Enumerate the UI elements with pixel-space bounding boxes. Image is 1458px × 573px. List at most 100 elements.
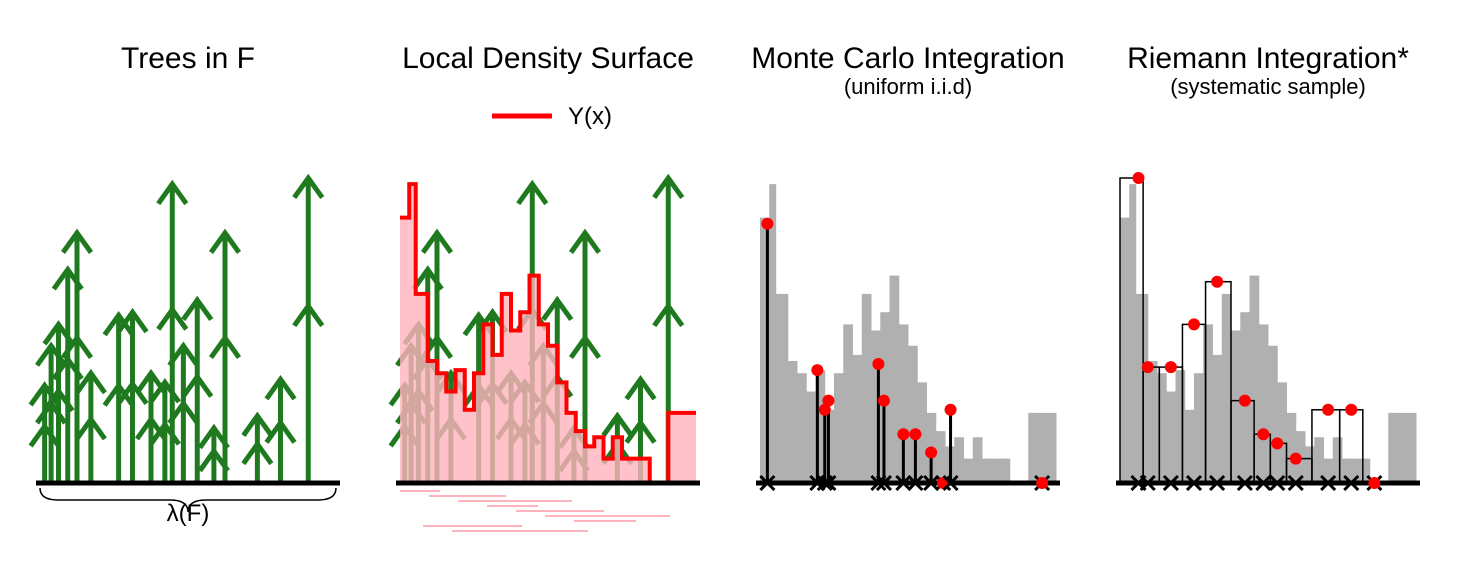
sample-point [761, 217, 774, 230]
histogram-bar [843, 324, 853, 483]
sample-point [1271, 437, 1284, 450]
sample-point [1368, 477, 1381, 489]
histogram-bar [797, 373, 807, 483]
panel-title-density: Local Density Surface [402, 42, 694, 75]
sample-point [822, 394, 835, 407]
sample-point [811, 364, 824, 377]
sample-cross-marker [1287, 474, 1304, 492]
tree-chevron [601, 411, 634, 437]
tree [167, 341, 200, 483]
histogram-bar [1258, 324, 1269, 483]
histogram-bar [1397, 412, 1417, 483]
sample-cross-marker [1320, 474, 1337, 492]
lambda-brace [39, 487, 337, 513]
tree-chevron [292, 301, 325, 328]
histogram-bar [1037, 412, 1057, 483]
sample-point [1164, 361, 1177, 374]
tree-chevron [652, 301, 685, 328]
sample-point [925, 446, 938, 459]
tree-chevron [241, 411, 274, 437]
histogram-bar [1388, 412, 1398, 483]
sample-cross-marker [816, 474, 833, 492]
tree-chevron [292, 173, 325, 200]
sample-cross-marker [870, 474, 887, 492]
tree-chevron [208, 333, 242, 359]
histogram-bar [1000, 458, 1011, 483]
histogram-bar [1166, 391, 1176, 483]
sample-point [1257, 428, 1270, 441]
tree-chevron [264, 374, 297, 401]
brace-label: λ(F) [167, 500, 210, 527]
tree-chevron [568, 333, 602, 359]
panel-title-monte-carlo: Monte Carlo Integration [751, 42, 1065, 75]
histogram-bar [1277, 382, 1287, 483]
histogram-bar [917, 382, 927, 483]
tree-chevron [181, 295, 214, 322]
sample-point [1132, 172, 1145, 184]
sample-cross-marker [1236, 474, 1253, 492]
histogram-bar [779, 293, 789, 483]
sample-point [1211, 275, 1224, 288]
histogram-bar [769, 184, 777, 483]
histogram-bar [963, 458, 974, 483]
tree-chevron [116, 379, 149, 405]
sample-point [1289, 452, 1302, 465]
tree [241, 411, 274, 483]
histogram-bar [871, 330, 881, 483]
sample-cross-marker [1139, 474, 1156, 492]
tree-chevron [74, 368, 107, 395]
histogram-bar [1221, 293, 1232, 483]
tree [156, 179, 189, 483]
tree-chevron [102, 310, 135, 337]
tree [60, 228, 94, 483]
tree-chevron [241, 439, 274, 466]
histogram-bar [1249, 275, 1260, 483]
tree-chevron [167, 341, 200, 367]
tree-chevron [624, 418, 657, 444]
sample-cross-marker [923, 474, 940, 492]
tree-chevron [264, 418, 297, 444]
histogram-bar [1351, 458, 1361, 483]
sample-cross-marker [942, 474, 959, 492]
tree [181, 295, 214, 483]
sample-cross-marker [820, 474, 837, 492]
tree-chevron [167, 399, 200, 425]
sample-point [1238, 394, 1251, 407]
sample-point [897, 428, 910, 441]
histogram-bar [1342, 458, 1352, 483]
histogram-bar [1231, 330, 1241, 483]
histogram-bar [1286, 412, 1297, 483]
sample-cross-marker [759, 474, 776, 492]
sample-cross-marker [1185, 474, 1203, 492]
histogram-bar [1323, 458, 1334, 483]
histogram-bar [1332, 437, 1343, 483]
histogram-bar [898, 324, 909, 483]
sample-point [909, 428, 922, 441]
histogram-bar [1314, 437, 1324, 483]
tree-chevron [156, 179, 189, 206]
tree-chevron [156, 305, 189, 331]
tree-chevron [568, 228, 602, 254]
histogram-bar [972, 437, 983, 483]
sample-point [818, 403, 831, 416]
tree-chevron [102, 381, 135, 407]
histogram-bar [861, 293, 872, 483]
tree-chevron [208, 228, 242, 254]
sample-point [872, 358, 885, 371]
sample-point [944, 403, 957, 416]
tree-chevron [116, 307, 149, 334]
histogram-bar [1194, 373, 1204, 483]
histogram-bar [1157, 373, 1167, 483]
tree [292, 173, 325, 483]
histogram-bar [852, 354, 863, 483]
tree [74, 368, 107, 483]
panel-monte-carlo [756, 184, 1060, 492]
sample-point [877, 394, 890, 407]
panel-subtitle-monte-carlo: (uniform i.i.d) [844, 74, 972, 99]
histogram-bar [1212, 354, 1223, 483]
panel-subtitle-riemann: (systematic sample) [1170, 74, 1366, 99]
tree-chevron [74, 415, 107, 441]
surface-line [400, 182, 696, 485]
histogram-bar [1120, 217, 1130, 483]
sample-cross-marker [1209, 474, 1226, 492]
